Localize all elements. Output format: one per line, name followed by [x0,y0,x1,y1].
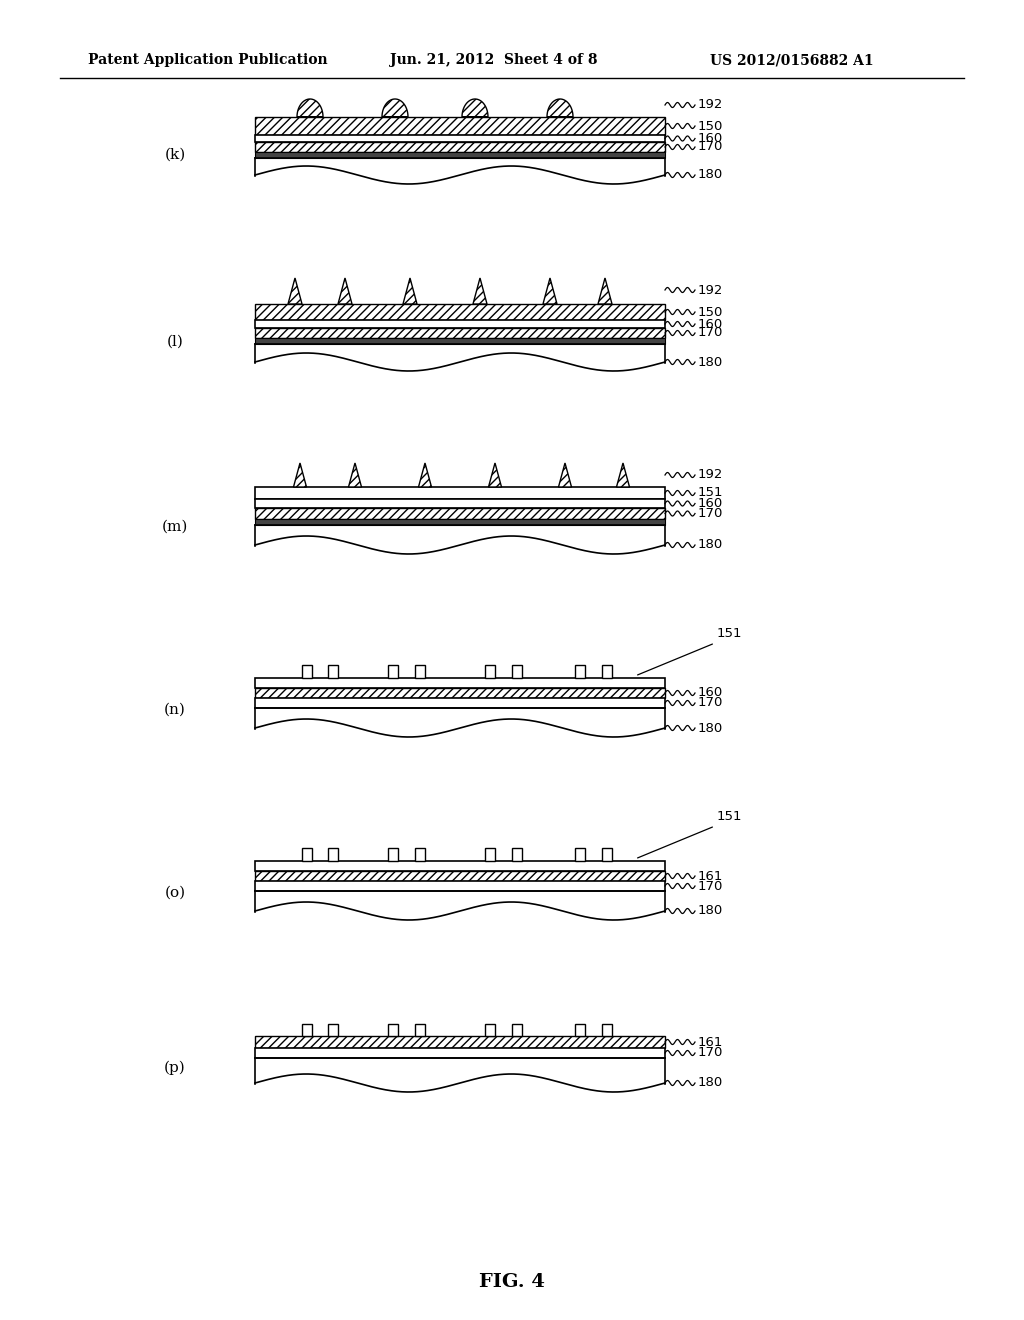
Bar [602,665,612,678]
Text: (n): (n) [164,704,186,717]
Bar [415,847,425,861]
Polygon shape [297,99,323,117]
Bar [575,847,585,861]
Bar [255,338,665,345]
Text: 170: 170 [698,326,723,339]
Bar [255,1048,665,1059]
Text: FIG. 4: FIG. 4 [479,1272,545,1291]
Bar [255,678,665,688]
Text: 180: 180 [698,1077,723,1089]
Text: 170: 170 [698,507,723,520]
Bar [415,665,425,678]
Text: 170: 170 [698,140,723,153]
Text: 192: 192 [698,99,723,111]
Text: (o): (o) [165,886,185,900]
Polygon shape [419,463,431,487]
Bar [255,117,665,135]
Text: Jun. 21, 2012  Sheet 4 of 8: Jun. 21, 2012 Sheet 4 of 8 [390,53,597,67]
Polygon shape [616,463,630,487]
Polygon shape [462,99,488,117]
Text: 170: 170 [698,1047,723,1060]
Bar [302,665,312,678]
Text: 150: 150 [698,120,723,132]
Polygon shape [543,279,557,304]
Bar [255,871,665,880]
Text: Patent Application Publication: Patent Application Publication [88,53,328,67]
Text: 151: 151 [717,810,742,822]
Bar [255,319,665,327]
Text: 180: 180 [698,722,723,734]
Bar [328,1024,338,1036]
Bar [328,847,338,861]
Bar [485,847,495,861]
Text: 160: 160 [698,318,723,330]
Bar [302,1024,312,1036]
Bar [255,688,665,698]
Bar [255,519,665,525]
Bar [485,1024,495,1036]
Bar [602,1024,612,1036]
Polygon shape [382,99,408,117]
Text: 170: 170 [698,879,723,892]
Polygon shape [558,463,571,487]
Bar [602,847,612,861]
Bar [575,1024,585,1036]
Text: (k): (k) [165,148,185,162]
Bar [255,143,665,152]
Bar [255,508,665,519]
Polygon shape [348,463,361,487]
Text: 180: 180 [698,539,723,552]
Text: (p): (p) [164,1061,186,1076]
Bar [255,135,665,143]
Bar [255,327,665,338]
Polygon shape [488,463,502,487]
Bar [485,665,495,678]
Text: 170: 170 [698,697,723,710]
Polygon shape [403,279,417,304]
Text: (l): (l) [167,335,183,348]
Text: 160: 160 [698,498,723,510]
Text: 180: 180 [698,169,723,181]
Polygon shape [294,463,306,487]
Bar [255,304,665,319]
Polygon shape [288,279,302,304]
Text: 180: 180 [698,904,723,917]
Text: (m): (m) [162,520,188,535]
Text: 192: 192 [698,284,723,297]
Text: 161: 161 [698,870,723,883]
Text: 161: 161 [698,1035,723,1048]
Text: 150: 150 [698,305,723,318]
Bar [302,847,312,861]
Bar [255,880,665,891]
Bar [388,847,398,861]
Text: 192: 192 [698,469,723,482]
Bar [575,665,585,678]
Bar [255,152,665,158]
Bar [255,861,665,871]
Text: 151: 151 [698,487,724,499]
Polygon shape [598,279,612,304]
Polygon shape [547,99,573,117]
Text: 160: 160 [698,686,723,700]
Text: 160: 160 [698,132,723,145]
Bar [255,1036,665,1048]
Text: 151: 151 [717,627,742,640]
Bar [388,665,398,678]
Bar [512,1024,522,1036]
Bar [255,499,665,508]
Bar [512,665,522,678]
Polygon shape [473,279,487,304]
Bar [415,1024,425,1036]
Bar [328,665,338,678]
Bar [255,698,665,708]
Polygon shape [338,279,352,304]
Bar [255,487,665,499]
Text: US 2012/0156882 A1: US 2012/0156882 A1 [710,53,873,67]
Text: 180: 180 [698,355,723,368]
Bar [512,847,522,861]
Bar [388,1024,398,1036]
